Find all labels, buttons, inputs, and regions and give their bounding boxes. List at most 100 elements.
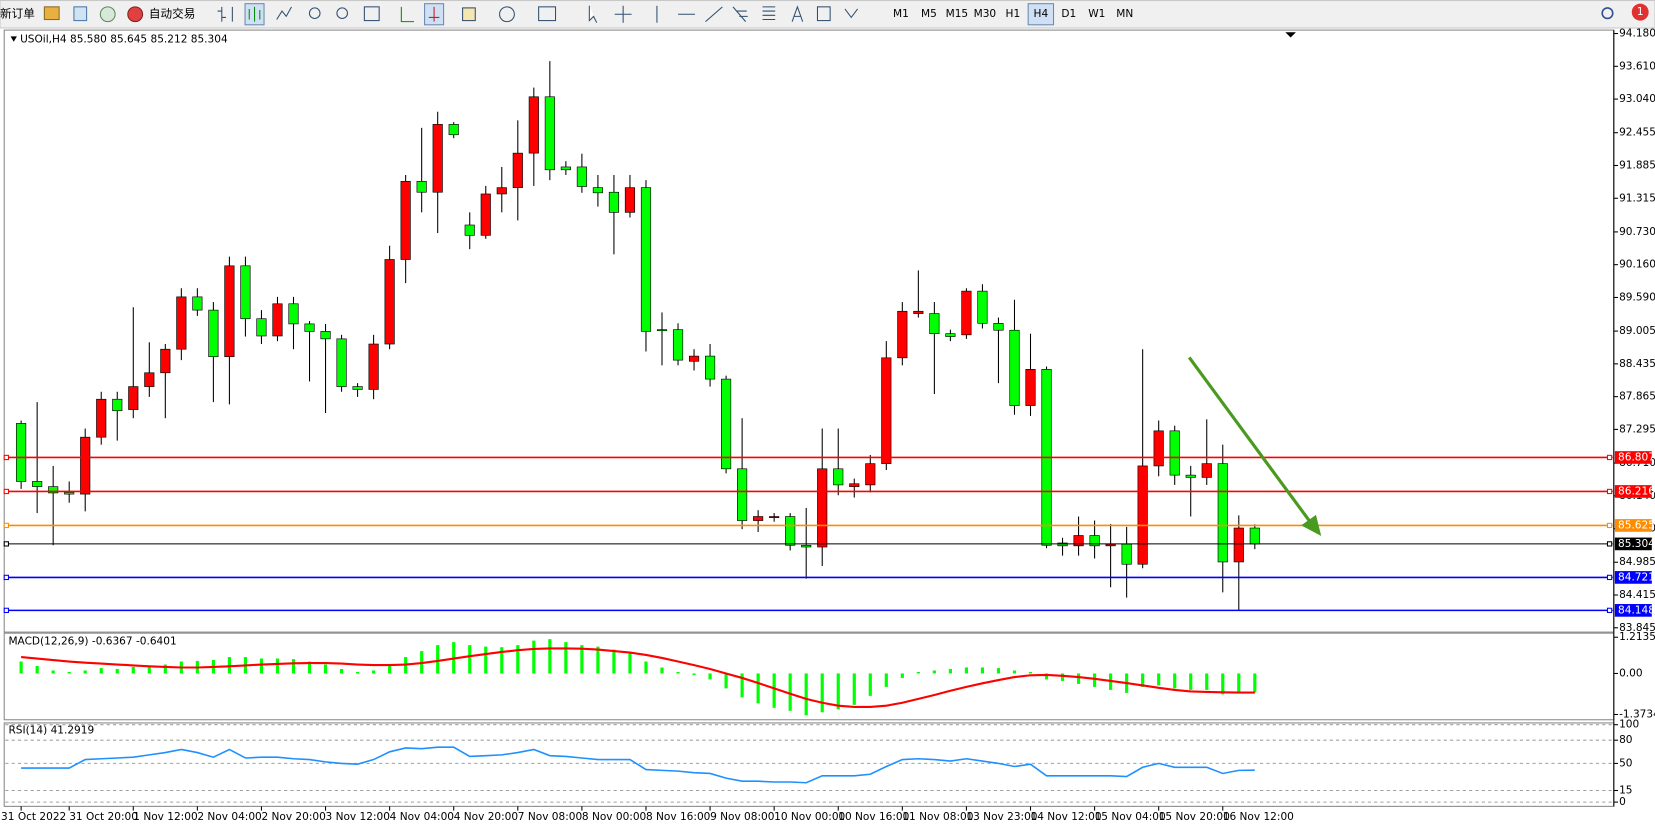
icon[interactable]: [363, 6, 380, 22]
candle-body: [849, 483, 860, 487]
candle-body: [624, 187, 636, 213]
plot: 94.180 93.610 93.040 92.455 91.885 91.315 90.7…: [1, 28, 1655, 823]
icon[interactable]: [844, 8, 859, 19]
x-tick-label: 15 Nov 20:00: [1159, 811, 1230, 823]
candle-body: [512, 152, 523, 188]
icon[interactable]: [499, 6, 515, 23]
icon[interactable]: [588, 5, 598, 23]
new-order-button[interactable]: 新订单: [0, 7, 35, 21]
candle-body: [160, 348, 171, 374]
symbol-menu[interactable]: [10, 36, 17, 42]
icon[interactable]: [276, 6, 292, 20]
icon[interactable]: [43, 6, 60, 21]
macd-bar: [1253, 673, 1257, 693]
macd-bar: [484, 646, 488, 674]
timeframe-button[interactable]: M5: [921, 8, 937, 20]
macd-bar: [516, 645, 520, 674]
candle-body: [48, 486, 59, 494]
candle-body: [1185, 474, 1196, 478]
macd-bar: [852, 673, 856, 705]
candle-body: [1025, 369, 1036, 406]
icon[interactable]: [816, 6, 831, 22]
icon[interactable]: [400, 6, 415, 23]
candle-body: [224, 265, 235, 357]
macd-bar: [339, 668, 344, 674]
timeframe-button[interactable]: H4: [1034, 8, 1049, 20]
auto-trading-button[interactable]: 自动交易: [149, 7, 195, 21]
y-tick-label: 80: [1619, 734, 1633, 746]
icon[interactable]: [99, 6, 116, 23]
price-label: 86.807: [1618, 451, 1655, 463]
candle-body: [128, 386, 139, 410]
timeframe-button[interactable]: MN: [1116, 8, 1133, 20]
macd-bar: [147, 666, 151, 674]
macd-bar: [1044, 673, 1049, 680]
macd-bar: [884, 673, 888, 687]
candle-body: [865, 463, 876, 486]
price-label: 85.625: [1618, 519, 1655, 531]
alert-badge[interactable]: [1631, 3, 1649, 21]
x-tick-label: 13 Nov 23:00: [966, 811, 1037, 823]
macd-bar: [772, 673, 776, 708]
icon[interactable]: [614, 5, 632, 23]
candle-body: [833, 468, 844, 486]
icon[interactable]: [73, 6, 88, 22]
x-tick-label: 2 Nov 20:00: [261, 811, 326, 823]
price-label: 86.216: [1618, 485, 1655, 497]
timeframe-button[interactable]: W1: [1088, 8, 1105, 20]
timeframe-button[interactable]: M30: [974, 8, 997, 20]
candle-body: [448, 124, 459, 136]
candle-body: [769, 516, 780, 518]
macd-bar: [580, 645, 584, 674]
icon[interactable]: [705, 6, 723, 23]
candle-body: [1121, 543, 1132, 565]
line-handle: [3, 574, 9, 581]
icon[interactable]: [462, 7, 476, 22]
icon[interactable]: [308, 7, 321, 19]
chart-title: USOil,H4 85.580 85.645 85.212 85.304: [20, 34, 228, 46]
y-tick-label: 93.040: [1619, 93, 1655, 105]
y-tick-label: 90.160: [1619, 259, 1655, 271]
x-tick-label: 11 Nov 08:00: [902, 811, 973, 823]
icon[interactable]: [762, 6, 776, 21]
timeframe-button[interactable]: M1: [893, 8, 909, 20]
arrow-shaft: [1187, 356, 1311, 523]
candle-body: [1089, 535, 1100, 547]
macd-bar: [788, 673, 792, 711]
search-icon[interactable]: [1601, 7, 1614, 20]
macd-bar: [612, 649, 616, 674]
macd-bar: [676, 671, 680, 674]
macd-bar: [1012, 670, 1017, 674]
candle-body: [993, 323, 1004, 331]
macd-bar: [1076, 673, 1081, 684]
icon[interactable]: [127, 6, 144, 23]
icon[interactable]: [791, 5, 804, 22]
x-tick-label: 31 Oct 20:00: [69, 811, 138, 823]
timeframe-button[interactable]: H1: [1006, 8, 1021, 20]
timeframe-button[interactable]: M15: [946, 8, 969, 20]
y-tick-label: 88.435: [1619, 358, 1655, 370]
macd-bar: [628, 652, 632, 674]
timeframe-button[interactable]: D1: [1061, 8, 1076, 20]
icon[interactable]: [248, 6, 261, 22]
icon[interactable]: [336, 7, 349, 19]
tool-icons: [217, 3, 859, 26]
icon[interactable]: [217, 6, 233, 22]
icon[interactable]: [428, 6, 440, 22]
candle-body: [112, 398, 123, 412]
macd-bar: [67, 671, 71, 674]
x-tick-label: 4 Nov 04:00: [390, 811, 455, 823]
macd-bar: [1221, 673, 1225, 695]
y-tick-label: 92.455: [1619, 127, 1655, 139]
candle-body: [560, 166, 571, 171]
macd-bar: [275, 658, 280, 674]
toolbar-icons: [43, 6, 144, 23]
icon[interactable]: [732, 6, 748, 22]
candle-body: [432, 124, 443, 193]
macd-bar: [131, 666, 135, 674]
price-label-bg: [1614, 604, 1652, 617]
toolbar: 新订单 自动交易: [0, 0, 1655, 29]
candle-body: [1073, 535, 1084, 547]
y-tick-label: 0: [1619, 796, 1626, 808]
icon[interactable]: [538, 6, 557, 22]
